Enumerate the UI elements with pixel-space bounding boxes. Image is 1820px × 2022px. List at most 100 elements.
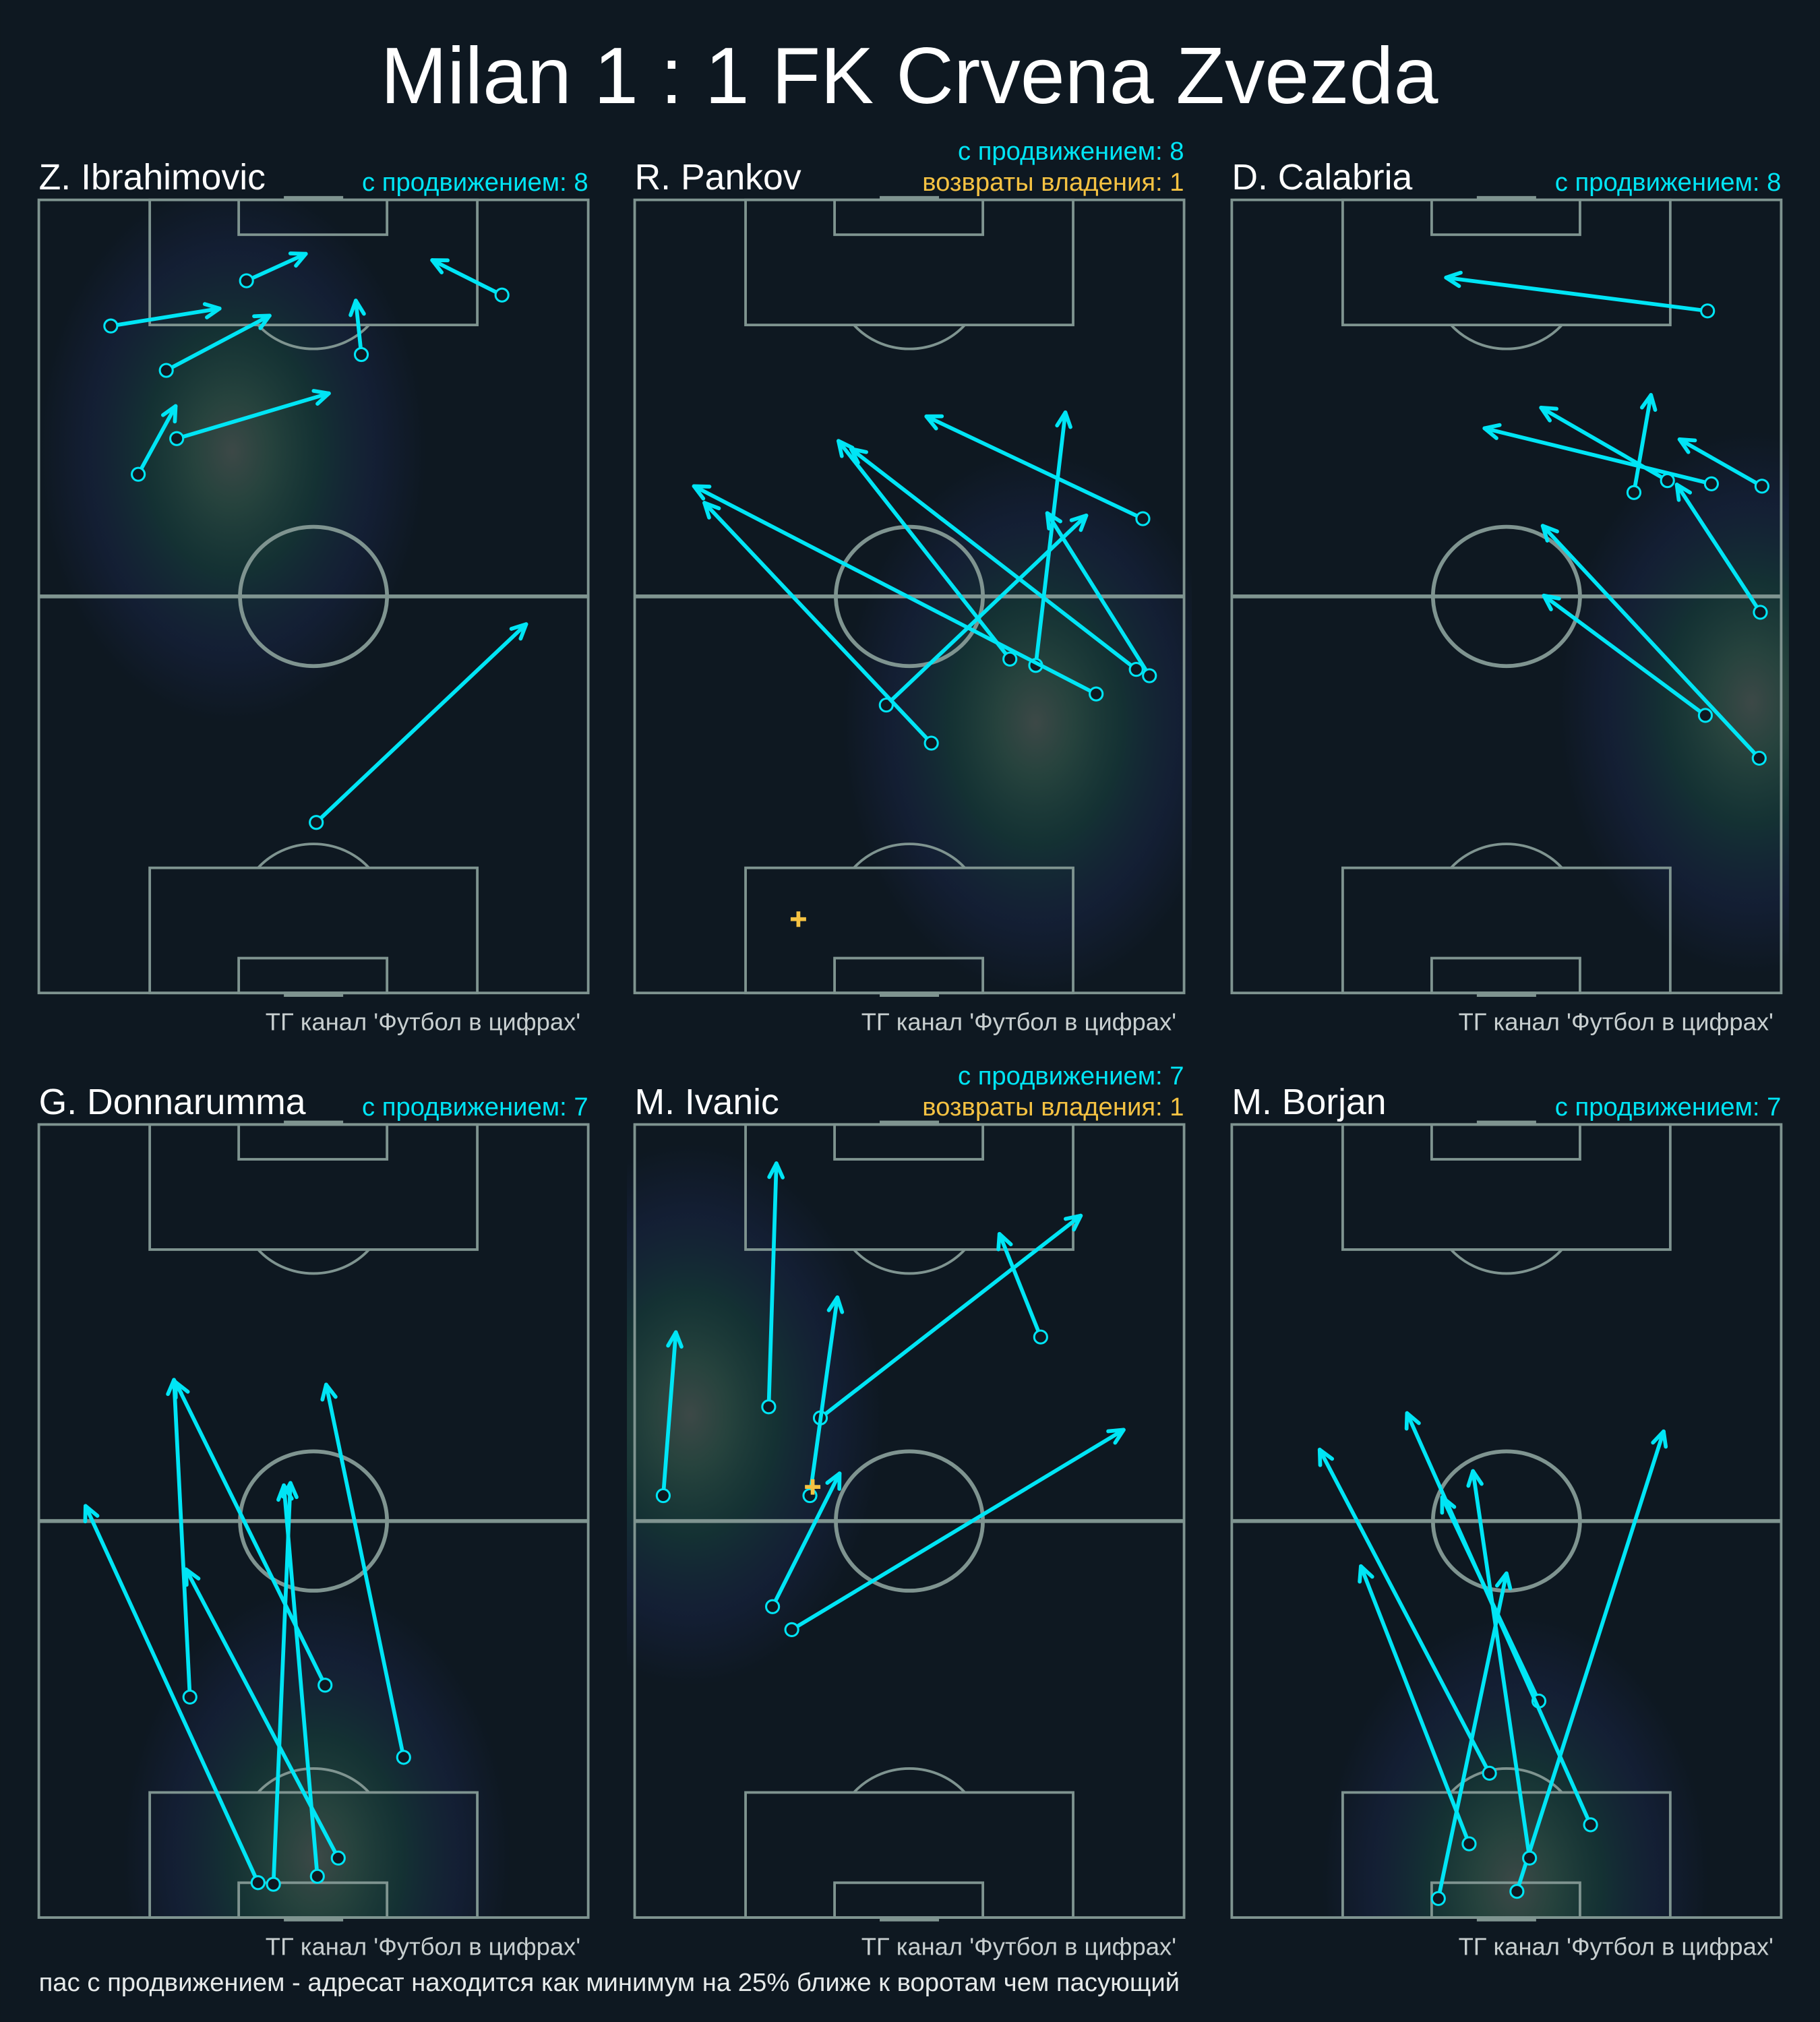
arrow-head-icon [276,1483,294,1502]
progressive-pass [784,1428,1126,1637]
progressive-count: с продвижением: 8 [1555,168,1782,197]
player-name: R. Pankov [635,158,801,197]
progressive-pass [1539,405,1675,489]
penalty-arc-top [257,1248,370,1275]
pass-origin [330,1850,346,1866]
player-name: M. Ivanic [635,1082,779,1122]
pass-origin [784,1622,799,1637]
arrow-head-icon [1440,1495,1457,1515]
watermark: ТГ канал 'Футбол в цифрах' [861,1008,1176,1036]
pass-origin [1697,708,1713,723]
pass-origin [266,1876,281,1892]
pass-line [1539,405,1670,483]
pass-line [808,1295,840,1498]
pass-origin [1522,1850,1538,1866]
pass-origin [158,363,174,378]
pass-origin [764,1599,781,1614]
player-panel: D. Calabria с продвижением: 8 ТГ канал 'Фу… [1223,158,1789,1036]
pass-line [789,1428,1126,1632]
pass-origin [1753,605,1768,620]
arrow-head-icon [924,414,944,431]
center-circle [238,524,390,669]
center-circle [1430,524,1582,669]
pass-line [770,1471,842,1609]
center-circle [834,1449,985,1593]
pass-line [1542,593,1707,718]
pass-line [324,1382,406,1760]
arrow-head-icon [1064,1213,1083,1232]
pass-origin [1033,1329,1048,1345]
player-name: M. Borjan [1232,1082,1386,1122]
pass-origin [1142,668,1157,683]
pass-line [692,484,1099,696]
player-panel: M. Borjan с продвижением: 7 ТГ канал 'Футб… [1223,1082,1789,1961]
pass-origin [761,1399,777,1415]
player-name: D. Calabria [1232,158,1412,197]
pass-line [1540,524,1761,760]
pass-line [354,299,363,357]
pitch [37,1120,590,1922]
pass-line [172,1378,192,1699]
arrow-head-icon [252,313,272,330]
pass-line [1405,1411,1593,1827]
pass-line [1359,1564,1472,1846]
arrow-head-icon [826,1295,845,1314]
pass-line [314,622,528,825]
pass-origin [131,466,146,482]
center-circle [1430,1449,1582,1593]
arrow-head-icon [1639,393,1658,412]
pass-origin [1754,479,1769,494]
pass-origin [103,318,119,334]
arrow-head-icon [311,389,331,406]
arrow-head-icon [849,447,868,465]
progressive-pass [239,251,308,288]
penalty-arc-top [257,324,370,350]
arrow-head-icon [1677,437,1697,454]
pass-line [766,1161,779,1409]
penalty-arc-bottom [257,1767,370,1794]
pass-origin [1128,662,1144,677]
arrow-head-icon [1055,410,1072,429]
progressive-pass [1444,270,1716,319]
arrow-head-icon [837,439,855,458]
progressive-pass [173,1380,333,1693]
pass-line [83,1504,260,1885]
pass-line [997,1231,1043,1339]
pass-origin [353,346,369,363]
pass-line [884,513,1089,707]
watermark: ТГ канал 'Футбол в цифрах' [266,1008,580,1036]
pass-origin [1700,303,1716,319]
pitch [633,1120,1186,1922]
ball-recovery-plus-icon [805,1479,821,1495]
arrow-head-icon [1045,511,1062,531]
progressive-pass [1677,437,1769,494]
pass-line [164,313,272,373]
progressive-pass [655,1330,684,1504]
pass-origin [182,1689,198,1705]
arrow-head-icon [173,1380,190,1400]
pass-origin [923,735,939,751]
pass-line [1045,511,1152,678]
pass-origin [1626,485,1642,500]
player-panel: Z. Ibrahimovic с продвижением: 8 ТГ канал … [31,158,597,1036]
arrow-head-icon [666,1330,684,1349]
progressive-pass [169,389,331,446]
arrow-head-icon [320,1382,338,1402]
penalty-arc-top [853,1248,966,1275]
progressive-pass [996,1231,1048,1345]
progressive-pass [761,1161,785,1415]
pitch [1230,195,1783,997]
watermark: ТГ канал 'Футбол в цифрах' [266,1933,580,1961]
arrow-head-icon [692,484,712,501]
arrow-head-icon [1542,593,1561,611]
penalty-arc-bottom [1450,842,1563,869]
watermark: ТГ канал 'Футбол в цифрах' [1459,1008,1773,1036]
progressive-pass [1542,593,1713,723]
arrow-head-icon [1317,1447,1335,1467]
progressive-pass [348,299,369,363]
pass-origin [1089,686,1104,702]
pass-line [1515,1429,1666,1894]
arrow-head-icon [1444,270,1463,288]
pass-origin [239,273,254,288]
